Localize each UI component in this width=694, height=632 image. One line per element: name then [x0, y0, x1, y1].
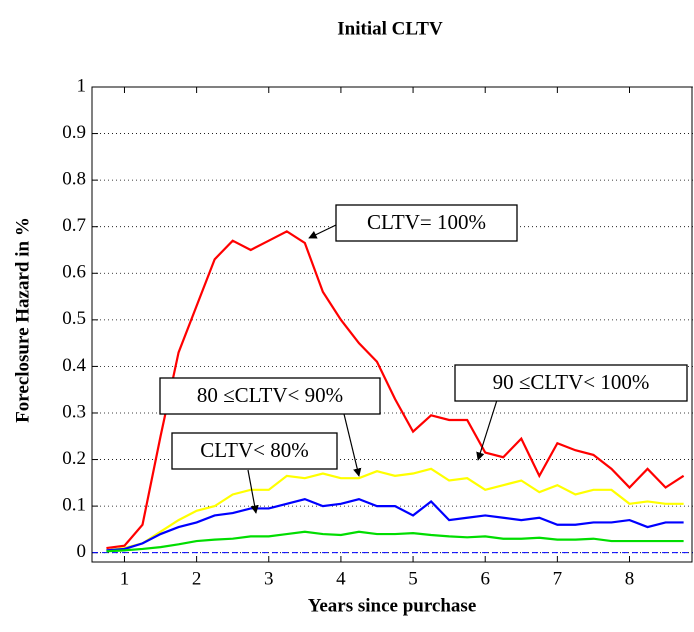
plot-frame	[91, 86, 693, 563]
annotation-box	[159, 377, 381, 415]
chart-title: Initial CLTV	[337, 18, 443, 39]
x-tick-label: 5	[408, 568, 418, 589]
x-tick-label: 7	[553, 568, 563, 589]
annotation-box	[171, 432, 338, 470]
annotation-label: CLTV= 100%	[367, 210, 486, 234]
y-tick-label: 0.7	[62, 215, 86, 236]
series-line	[106, 530, 684, 553]
y-tick-label: 0	[77, 541, 87, 562]
annotation-label: 80 ≤CLTV< 90%	[197, 383, 343, 407]
y-tick-label: 0.9	[62, 122, 86, 143]
x-tick-label: 4	[336, 568, 346, 589]
y-tick-label: 0.8	[62, 168, 86, 189]
annotation-box	[335, 204, 518, 242]
x-tick-label: 1	[120, 568, 130, 589]
y-axis-label: Foreclosure Hazard in %	[12, 217, 33, 423]
x-tick-label: 6	[480, 568, 490, 589]
x-tick-label: 2	[192, 568, 202, 589]
annotation-arrow	[247, 469, 259, 514]
series-line	[106, 230, 685, 550]
annotation-arrow	[476, 399, 498, 461]
series-line	[106, 497, 684, 552]
y-tick-label: 0.6	[62, 262, 86, 283]
annotation-label: 90 ≤CLTV< 100%	[493, 370, 650, 394]
x-axis-label: Years since purchase	[308, 595, 477, 616]
y-tick-label: 1	[77, 75, 87, 96]
y-tick-label: 0.3	[62, 401, 86, 422]
annotation-box	[454, 364, 688, 402]
annotation-arrow	[343, 413, 362, 477]
annotation-arrow	[308, 224, 337, 239]
y-tick-label: 0.1	[62, 494, 86, 515]
x-tick-label: 8	[625, 568, 635, 589]
y-tick-label: 0.4	[62, 355, 86, 376]
y-tick-label: 0.2	[62, 448, 86, 469]
series-line	[106, 467, 684, 552]
x-tick-label: 3	[264, 568, 274, 589]
y-tick-label: 0.5	[62, 308, 86, 329]
annotation-label: CLTV< 80%	[200, 438, 309, 462]
